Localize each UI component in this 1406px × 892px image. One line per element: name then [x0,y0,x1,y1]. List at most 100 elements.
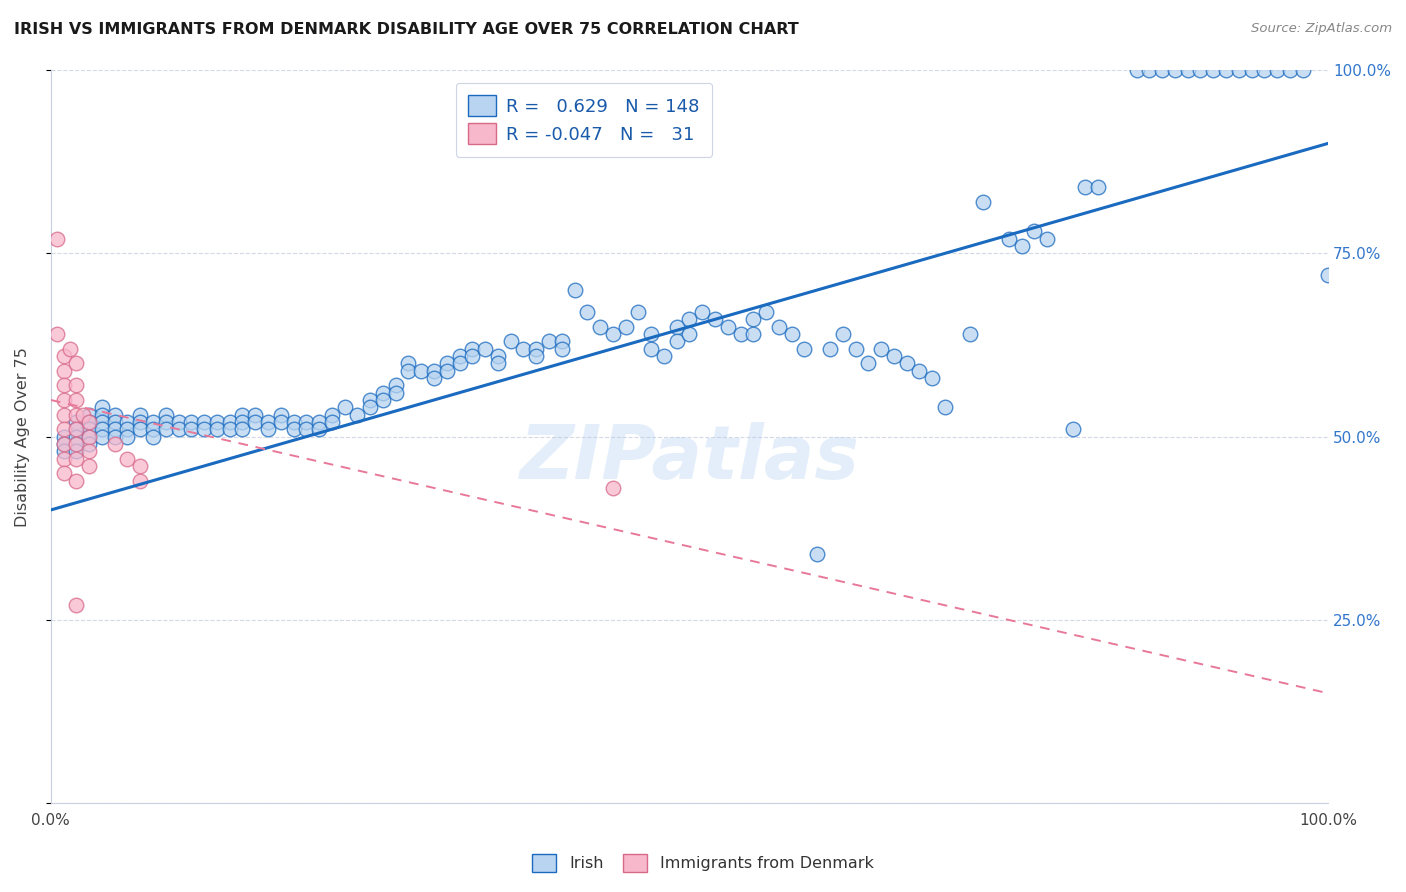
Point [257,415,280,429]
Point [690,305,713,319]
Point [77,437,100,451]
Point [652,349,675,363]
Point [602,481,624,495]
Point [90,401,112,415]
Point [308,415,330,429]
Point [449,356,471,370]
Text: ZIPatlas: ZIPatlas [519,422,859,495]
Point [205,422,228,436]
Point [90,430,112,444]
Point [90,415,112,429]
Point [755,305,778,319]
Point [1215,63,1237,78]
Point [806,547,828,561]
Point [245,415,267,429]
Point [1189,63,1212,78]
Point [52,408,75,422]
Point [218,422,240,436]
Point [52,444,75,458]
Point [90,422,112,436]
Point [104,430,127,444]
Point [231,422,253,436]
Point [436,364,458,378]
Point [1062,422,1084,436]
Point [129,408,152,422]
Point [704,312,727,326]
Point [1164,63,1187,78]
Point [934,401,956,415]
Point [564,283,586,297]
Point [742,326,765,341]
Point [155,422,177,436]
Point [972,194,994,209]
Point [1074,180,1097,194]
Point [678,326,700,341]
Point [77,430,100,444]
Point [72,408,94,422]
Point [65,356,87,370]
Point [205,415,228,429]
Point [117,422,139,436]
Point [870,342,893,356]
Point [436,356,458,370]
Point [908,364,931,378]
Point [77,444,100,458]
Point [1278,63,1301,78]
Point [461,342,484,356]
Point [499,334,522,349]
Point [1125,63,1147,78]
Point [90,408,112,422]
Point [283,415,305,429]
Point [627,305,650,319]
Point [384,378,406,392]
Legend: R =   0.629   N = 148, R = -0.047   N =   31: R = 0.629 N = 148, R = -0.047 N = 31 [456,83,713,157]
Point [245,408,267,422]
Point [576,305,599,319]
Point [270,408,292,422]
Point [486,356,509,370]
Point [65,437,87,451]
Point [1087,180,1109,194]
Point [77,422,100,436]
Point [551,342,574,356]
Point [359,401,381,415]
Point [818,342,841,356]
Point [77,415,100,429]
Point [896,356,918,370]
Point [52,349,75,363]
Point [844,342,866,356]
Point [142,430,165,444]
Point [77,415,100,429]
Point [742,312,765,326]
Point [665,334,688,349]
Point [46,232,69,246]
Point [461,349,484,363]
Point [423,371,446,385]
Point [295,415,318,429]
Point [371,392,394,407]
Legend: Irish, Immigrants from Denmark: Irish, Immigrants from Denmark [524,847,882,880]
Point [46,326,69,341]
Point [858,356,880,370]
Point [883,349,905,363]
Point [411,364,433,378]
Point [77,408,100,422]
Point [104,437,127,451]
Point [231,415,253,429]
Point [59,342,82,356]
Point [793,342,815,356]
Point [474,342,496,356]
Point [1152,63,1174,78]
Point [398,364,420,378]
Point [77,430,100,444]
Point [270,415,292,429]
Point [308,422,330,436]
Point [665,319,688,334]
Point [65,415,87,429]
Point [1137,63,1160,78]
Point [1177,63,1199,78]
Point [77,458,100,473]
Point [65,474,87,488]
Point [486,349,509,363]
Point [1024,224,1046,238]
